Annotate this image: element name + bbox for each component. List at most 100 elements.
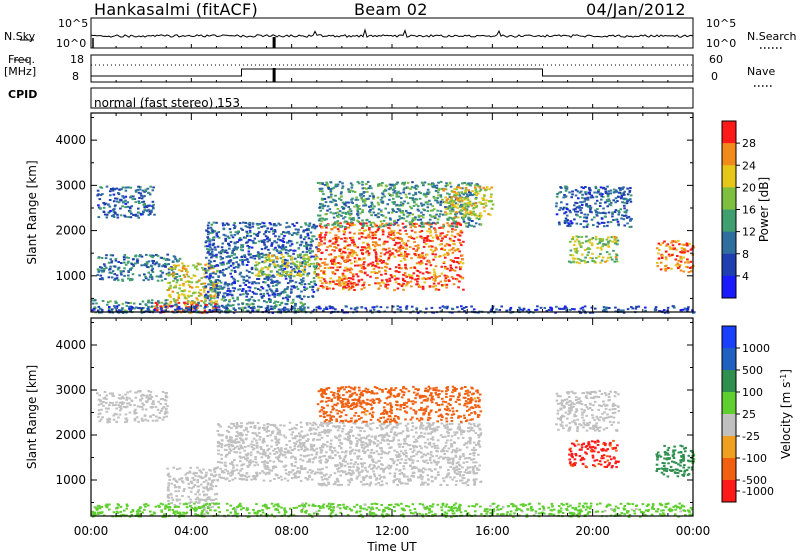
heatmap-cell [433,199,437,202]
heatmap-cell [277,252,281,254]
heatmap-cell [238,237,242,240]
heatmap-cell [262,281,265,284]
heatmap-cell [469,211,473,214]
heatmap-cell [283,234,286,237]
heatmap-cell [262,241,266,244]
heatmap-cell [346,244,350,247]
heatmap-cell [268,263,272,266]
heatmap-cell [411,213,415,216]
heatmap-cell [432,278,435,281]
heatmap-cell [375,213,379,216]
heatmap-cell [172,255,176,258]
heatmap-cell [174,264,178,267]
heatmap-cell [299,261,302,264]
heatmap-cell [569,225,572,228]
heatmap-cell [346,211,350,214]
heatmap-cell [400,252,403,255]
heatmap-cell [202,493,206,496]
heatmap-cell [399,201,403,204]
heatmap-cell [334,185,337,188]
heatmap-cell [115,407,118,410]
heatmap-cell [230,275,234,278]
heatmap-cell [446,253,450,256]
heatmap-cell [406,211,410,214]
heatmap-cell [107,307,111,310]
heatmap-cell [490,200,493,203]
heatmap-cell [340,279,344,282]
heatmap-cell [554,311,557,314]
heatmap-cell [314,456,318,459]
heatmap-cell [127,402,131,405]
heatmap-cell [605,259,609,262]
heatmap-cell [166,474,170,476]
heatmap-cell [289,249,292,252]
heatmap-cell [379,209,383,212]
heatmap-cell [463,310,466,312]
heatmap-cell [441,232,444,235]
heatmap-cell [320,243,323,246]
heatmap-cell [368,228,371,231]
heatmap-cell [558,191,561,194]
heatmap-cell [440,272,444,275]
heatmap-cell [379,252,383,255]
heatmap-cell [306,243,309,246]
heatmap-cell [410,305,414,308]
heatmap-cell [451,225,455,228]
heatmap-cell [427,221,430,224]
heatmap-cell [178,307,181,310]
heatmap-cell [449,216,452,219]
heatmap-cell [434,277,437,280]
heatmap-cell [428,239,432,242]
heatmap-cell [588,238,591,241]
heatmap-cell [331,223,334,226]
heatmap-cell [232,277,235,280]
heatmap-cell [585,216,589,219]
heatmap-cell [600,248,603,251]
heatmap-cell [394,266,398,269]
heatmap-cell [308,256,312,259]
heatmap-cell [409,212,412,215]
heatmap-cell [585,235,588,238]
heatmap-cell [155,262,158,265]
heatmap-cell [382,225,385,228]
heatmap-cell [430,222,433,225]
heatmap-cell [388,255,391,257]
heatmap-cell [356,275,360,278]
heatmap-cell [252,305,256,308]
heatmap-cell [461,182,464,185]
heatmap-cell [313,266,317,269]
heatmap-cell [478,214,481,217]
heatmap-cell [596,225,599,228]
heatmap-cell [408,205,412,208]
heatmap-cell [192,307,195,310]
heatmap-cell [150,310,153,313]
heatmap-cell [124,202,128,205]
heatmap-cell [389,218,392,221]
heatmap-cell [583,259,586,262]
heatmap-cell [412,194,415,197]
heatmap-cell [107,309,111,312]
heatmap-cell [179,278,183,281]
heatmap-cell [177,264,180,267]
heatmap-cell [410,186,414,189]
heatmap-cell [539,306,543,309]
heatmap-cell [402,183,406,186]
heatmap-cell [217,294,220,296]
heatmap-cell [336,220,340,223]
heatmap-cell [203,282,207,285]
heatmap-cell [335,279,339,282]
heatmap-cell [107,211,111,214]
heatmap-cell [361,183,364,186]
heatmap-cell [470,213,474,216]
heatmap-cell [172,275,175,278]
heatmap-cell [272,467,275,470]
heatmap-cell [169,300,173,303]
heatmap-cell [452,242,455,245]
heatmap-cell [226,290,229,292]
heatmap-cell [165,415,169,418]
heatmap-cell [281,454,285,457]
heatmap-cell [358,229,362,232]
heatmap-cell [586,248,589,250]
heatmap-cell [328,208,332,211]
heatmap-cell [103,213,107,216]
